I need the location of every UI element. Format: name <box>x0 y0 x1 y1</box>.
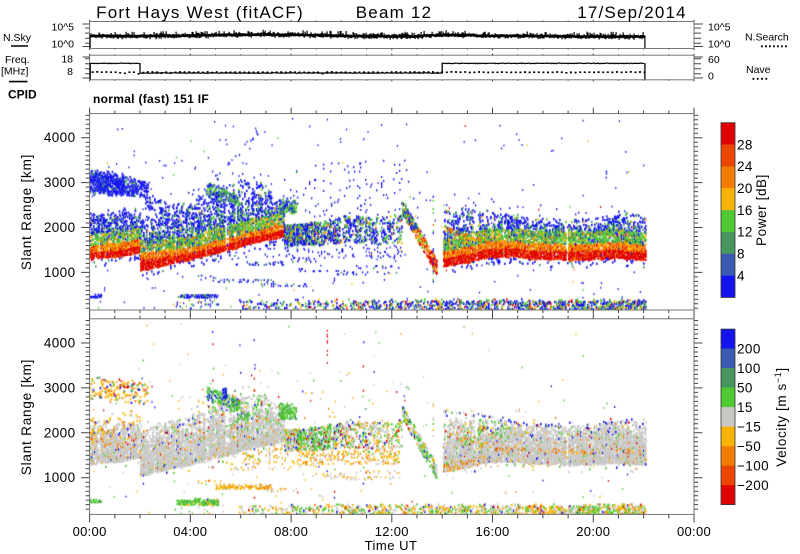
svg-text:N.Search: N.Search <box>745 32 789 44</box>
svg-text:3000: 3000 <box>44 380 76 395</box>
svg-text:Slant Range [km]: Slant Range [km] <box>19 359 34 475</box>
svg-text:CPID: CPID <box>8 88 37 102</box>
svg-text:Slant Range [km]: Slant Range [km] <box>19 154 34 270</box>
svg-text:Power [dB]: Power [dB] <box>754 174 769 246</box>
svg-text:12:00: 12:00 <box>375 524 409 539</box>
svg-text:60: 60 <box>708 54 720 66</box>
svg-text:50: 50 <box>737 380 753 395</box>
svg-text:normal (fast) 151 IF: normal (fast) 151 IF <box>93 92 209 106</box>
svg-text:12: 12 <box>737 225 753 240</box>
svg-text:3000: 3000 <box>44 175 76 190</box>
svg-text:N.Sky: N.Sky <box>3 32 32 44</box>
svg-text:−200: −200 <box>737 478 769 493</box>
svg-text:28: 28 <box>737 137 753 152</box>
svg-text:2000: 2000 <box>44 220 76 235</box>
svg-text:4000: 4000 <box>44 336 76 351</box>
svg-text:100: 100 <box>737 361 761 376</box>
svg-text:2000: 2000 <box>44 425 76 440</box>
svg-text:10^5: 10^5 <box>708 22 731 34</box>
svg-text:4: 4 <box>737 268 745 283</box>
svg-text:20:00: 20:00 <box>576 524 610 539</box>
svg-text:15: 15 <box>737 400 753 415</box>
svg-text:00:00: 00:00 <box>677 524 711 539</box>
svg-text:Velocity [m s−1]: Velocity [m s−1] <box>773 367 789 466</box>
svg-text:200: 200 <box>737 341 761 356</box>
svg-text:17/Sep/2014: 17/Sep/2014 <box>577 3 687 22</box>
svg-text:Freq.: Freq. <box>5 54 30 66</box>
svg-text:−15: −15 <box>737 419 761 434</box>
svg-text:Beam 12: Beam 12 <box>356 3 432 22</box>
svg-text:Time UT: Time UT <box>365 538 418 553</box>
svg-text:18: 18 <box>61 54 73 66</box>
svg-text:16:00: 16:00 <box>475 524 509 539</box>
svg-text:Fort Hays West (fitACF): Fort Hays West (fitACF) <box>96 3 304 22</box>
svg-text:16: 16 <box>737 203 753 218</box>
svg-text:20: 20 <box>737 181 753 196</box>
svg-text:8: 8 <box>67 66 73 78</box>
svg-text:1000: 1000 <box>44 470 76 485</box>
svg-text:Nave: Nave <box>746 64 771 76</box>
svg-text:00:00: 00:00 <box>73 524 107 539</box>
svg-text:24: 24 <box>737 159 753 174</box>
svg-text:−50: −50 <box>737 439 761 454</box>
svg-text:08:00: 08:00 <box>274 524 308 539</box>
svg-text:−100: −100 <box>737 458 769 473</box>
svg-text:10^0: 10^0 <box>52 39 75 51</box>
svg-text:1000: 1000 <box>44 265 76 280</box>
svg-text:[MHz]: [MHz] <box>1 66 28 78</box>
svg-text:04:00: 04:00 <box>173 524 207 539</box>
svg-text:10^0: 10^0 <box>708 39 731 51</box>
svg-text:10^5: 10^5 <box>52 22 75 34</box>
svg-text:0: 0 <box>708 71 714 83</box>
svg-text:8: 8 <box>737 247 745 262</box>
svg-text:4000: 4000 <box>44 130 76 145</box>
